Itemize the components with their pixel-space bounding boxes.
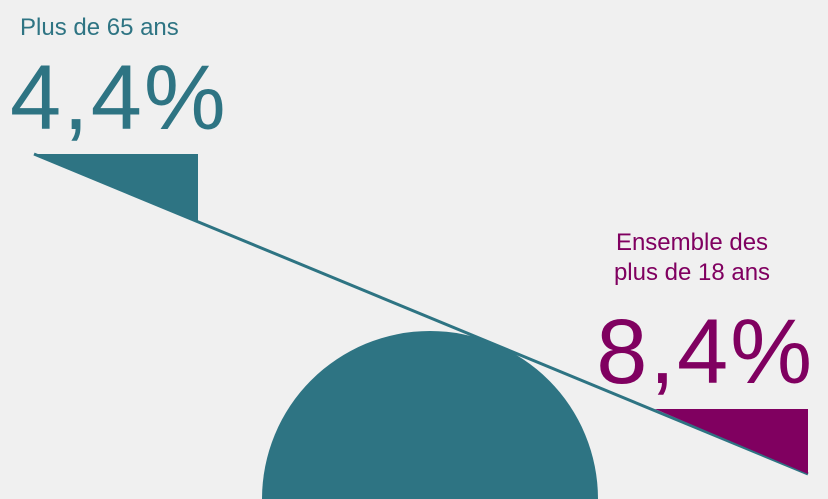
fulcrum-semicircle [262, 331, 598, 499]
right-weight-block [655, 409, 808, 474]
right-group-label-line1: Ensemble des [615, 229, 769, 256]
right-percentage-value: 8,4% [596, 301, 814, 403]
left-percentage-value: 4,4% [10, 47, 228, 149]
right-group-label-line2: plus de 18 ans [613, 259, 771, 286]
left-group-label: Plus de 65 ans [20, 14, 179, 41]
left-weight-block [34, 154, 198, 222]
right-group-label: Ensemble des plus de 18 ans [582, 228, 802, 288]
